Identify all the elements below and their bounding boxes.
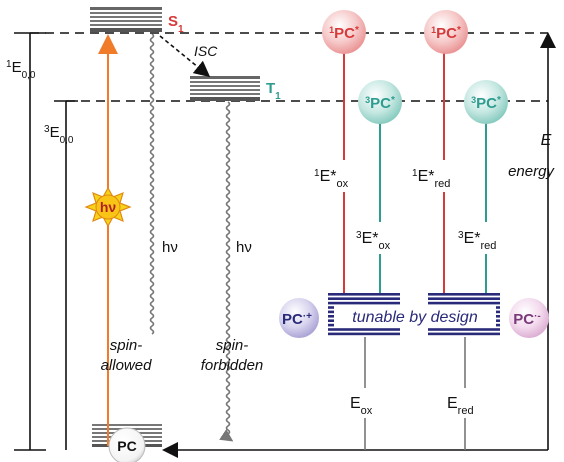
pc-triplet-excited-ox-label: 3PC* bbox=[365, 95, 395, 113]
spin-forbidden-label-2: forbidden bbox=[201, 357, 264, 374]
t1-label: T1 bbox=[266, 80, 281, 102]
spin-forbidden-label-1: spin- bbox=[216, 337, 249, 354]
energy-axis-label: E bbox=[541, 132, 552, 149]
pc-singlet-excited-red-label: 1PC* bbox=[431, 25, 461, 43]
e3-red-label: 3E*red bbox=[458, 230, 496, 253]
e1-ox-label: 1E*ox bbox=[314, 168, 349, 191]
pc-triplet-excited-red-circle bbox=[464, 80, 508, 124]
e-red-label: Ered bbox=[447, 395, 474, 417]
pc-radical-anion-label: PC·- bbox=[513, 311, 541, 329]
tunable-label: tunable by design bbox=[352, 309, 478, 326]
energy-axis-word: energy bbox=[508, 163, 555, 180]
pc-radical-cation-circle bbox=[279, 298, 319, 338]
e1-red-label: 1E*red bbox=[412, 168, 450, 191]
t1-level-stack bbox=[190, 76, 260, 101]
pc-radical-anion-circle bbox=[509, 298, 549, 338]
e-ox-label: Eox bbox=[350, 395, 373, 417]
spin-allowed-label-2: allowed bbox=[101, 357, 153, 374]
pc-triplet-excited-red-label: 3PC* bbox=[471, 95, 501, 113]
phosphorescence-wavy-line bbox=[219, 101, 234, 442]
singlet-energy-label: 1E0,0 bbox=[6, 59, 36, 81]
pc-singlet-excited-red-circle bbox=[424, 10, 468, 54]
triplet-energy-bracket bbox=[54, 100, 78, 450]
s1-level-stack bbox=[90, 7, 162, 32]
isc-arrow bbox=[159, 35, 211, 78]
phosphorescence-hv-label: hν bbox=[236, 239, 252, 256]
tunable-label-box bbox=[334, 306, 496, 328]
pc-singlet-excited-ox-circle bbox=[322, 10, 366, 54]
fluorescence-wavy-line bbox=[149, 33, 155, 335]
hv-badge-label: hν bbox=[100, 199, 117, 215]
isc-label: ISC bbox=[194, 43, 218, 59]
spin-allowed-label-1: spin- bbox=[110, 337, 143, 354]
ground-pc-label: PC bbox=[117, 438, 136, 454]
s1-label: S1 bbox=[168, 13, 184, 35]
pc-radical-cation-label: PC·+ bbox=[282, 311, 312, 329]
pc-triplet-excited-ox-circle bbox=[358, 80, 402, 124]
sun-icon bbox=[84, 186, 132, 228]
pc-singlet-excited-ox-label: 1PC* bbox=[329, 25, 359, 43]
ground-pc-circle bbox=[108, 427, 146, 462]
fluorescence-hv-label: hν bbox=[162, 239, 178, 256]
singlet-energy-bracket bbox=[14, 32, 46, 451]
triplet-energy-label: 3E0,0 bbox=[44, 124, 74, 146]
e3-ox-label: 3E*ox bbox=[356, 230, 391, 253]
